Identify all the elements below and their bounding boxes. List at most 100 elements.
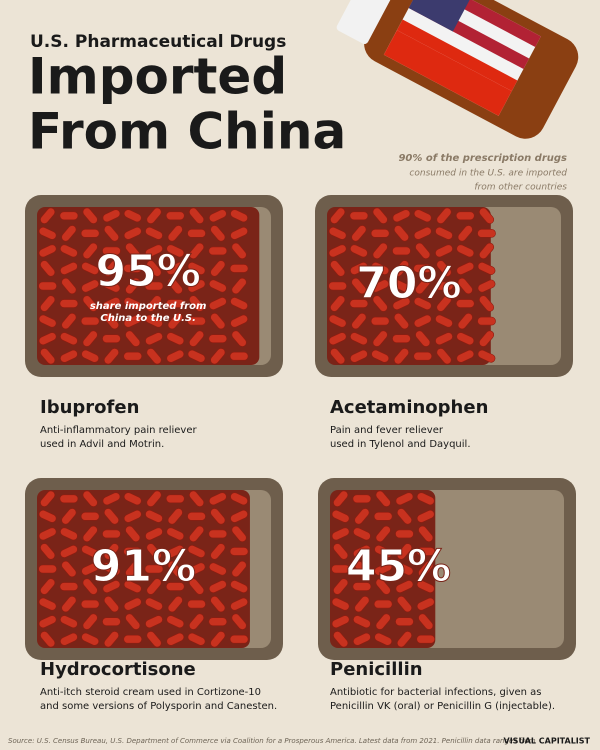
pill bbox=[146, 348, 162, 365]
pill bbox=[125, 277, 141, 295]
annotation: consumed in the U.S. are imported bbox=[409, 169, 567, 179]
pill bbox=[60, 545, 78, 558]
description: used in Advil and Motrin. bbox=[40, 439, 164, 450]
source: Source: U.S. Census Bureau, U.S. Departm… bbox=[8, 737, 536, 745]
pill bbox=[370, 316, 390, 326]
pill bbox=[165, 299, 185, 308]
pill bbox=[82, 613, 98, 630]
pill bbox=[396, 508, 412, 525]
note: China to the U.S. bbox=[100, 313, 195, 324]
pill bbox=[479, 295, 495, 312]
pill bbox=[189, 242, 205, 260]
pill bbox=[40, 490, 56, 507]
pill bbox=[479, 207, 495, 224]
pill bbox=[370, 229, 390, 238]
pill bbox=[352, 494, 372, 504]
pill bbox=[418, 560, 434, 578]
pill bbox=[123, 297, 142, 310]
pill bbox=[375, 578, 391, 595]
pill bbox=[38, 527, 57, 541]
pill bbox=[208, 334, 228, 343]
pill bbox=[395, 492, 414, 506]
pill bbox=[457, 225, 473, 242]
pill bbox=[60, 615, 78, 629]
pill bbox=[123, 580, 142, 593]
pill bbox=[125, 242, 141, 260]
pill bbox=[415, 277, 431, 295]
pill bbox=[413, 226, 432, 240]
pill bbox=[328, 314, 347, 328]
pill bbox=[456, 349, 475, 363]
pill bbox=[81, 279, 100, 293]
pill bbox=[231, 242, 247, 260]
pill bbox=[103, 225, 119, 242]
pill bbox=[146, 260, 162, 277]
pill bbox=[229, 547, 249, 556]
pill bbox=[456, 244, 475, 258]
pill bbox=[38, 564, 57, 574]
pill bbox=[123, 264, 143, 273]
pill bbox=[333, 631, 349, 648]
pill bbox=[393, 312, 409, 330]
pill bbox=[455, 211, 475, 221]
flag-stripe bbox=[420, 0, 541, 47]
pill bbox=[477, 229, 496, 238]
pill bbox=[413, 297, 432, 310]
pill bbox=[187, 262, 206, 275]
pill bbox=[392, 297, 411, 310]
pill bbox=[229, 634, 249, 644]
pill bbox=[455, 299, 475, 308]
flag-canton bbox=[408, 0, 471, 32]
pill bbox=[82, 525, 98, 543]
pill bbox=[413, 351, 433, 361]
value-label: 70% bbox=[356, 258, 461, 309]
pill bbox=[208, 297, 227, 310]
pill bbox=[374, 562, 393, 576]
pill bbox=[146, 578, 162, 595]
pill bbox=[434, 281, 454, 291]
flag-red bbox=[383, 30, 512, 116]
pill bbox=[330, 348, 346, 365]
description: Anti-inflammatory pain reliever bbox=[40, 425, 197, 436]
pill bbox=[40, 348, 56, 365]
pill bbox=[145, 332, 163, 346]
description: Penicillin VK (oral) or Penicillin G (in… bbox=[330, 701, 555, 712]
pill bbox=[187, 229, 206, 238]
pill bbox=[416, 597, 435, 611]
pill bbox=[167, 277, 183, 295]
drug-name: Hydrocortisone bbox=[40, 659, 196, 680]
pill bbox=[477, 279, 496, 293]
description: Antibiotic for bacterial infections, giv… bbox=[330, 687, 542, 698]
pill bbox=[123, 226, 142, 240]
pill bbox=[373, 512, 393, 521]
pill bbox=[187, 316, 206, 326]
pill bbox=[144, 564, 164, 574]
flag-stripe bbox=[396, 19, 518, 92]
pill bbox=[372, 295, 388, 312]
pill bbox=[103, 348, 119, 365]
pill bbox=[38, 332, 57, 346]
pill bbox=[393, 225, 409, 242]
pill bbox=[395, 580, 414, 593]
pill bbox=[38, 615, 57, 629]
pill bbox=[395, 617, 414, 626]
pill bbox=[229, 351, 249, 361]
pill bbox=[167, 225, 183, 242]
pill bbox=[479, 242, 495, 260]
pill bbox=[165, 494, 185, 504]
pill bbox=[331, 564, 350, 574]
pill bbox=[231, 560, 247, 578]
pill bbox=[125, 613, 141, 630]
pill bbox=[81, 349, 100, 363]
pill bbox=[416, 492, 435, 506]
pill bbox=[145, 314, 163, 328]
pill bbox=[82, 295, 98, 312]
pill bbox=[331, 597, 350, 611]
pill bbox=[415, 242, 431, 260]
pill bbox=[123, 492, 142, 506]
pill bbox=[60, 349, 78, 363]
pill bbox=[60, 632, 78, 646]
pill bbox=[187, 562, 206, 576]
pill bbox=[167, 508, 183, 525]
